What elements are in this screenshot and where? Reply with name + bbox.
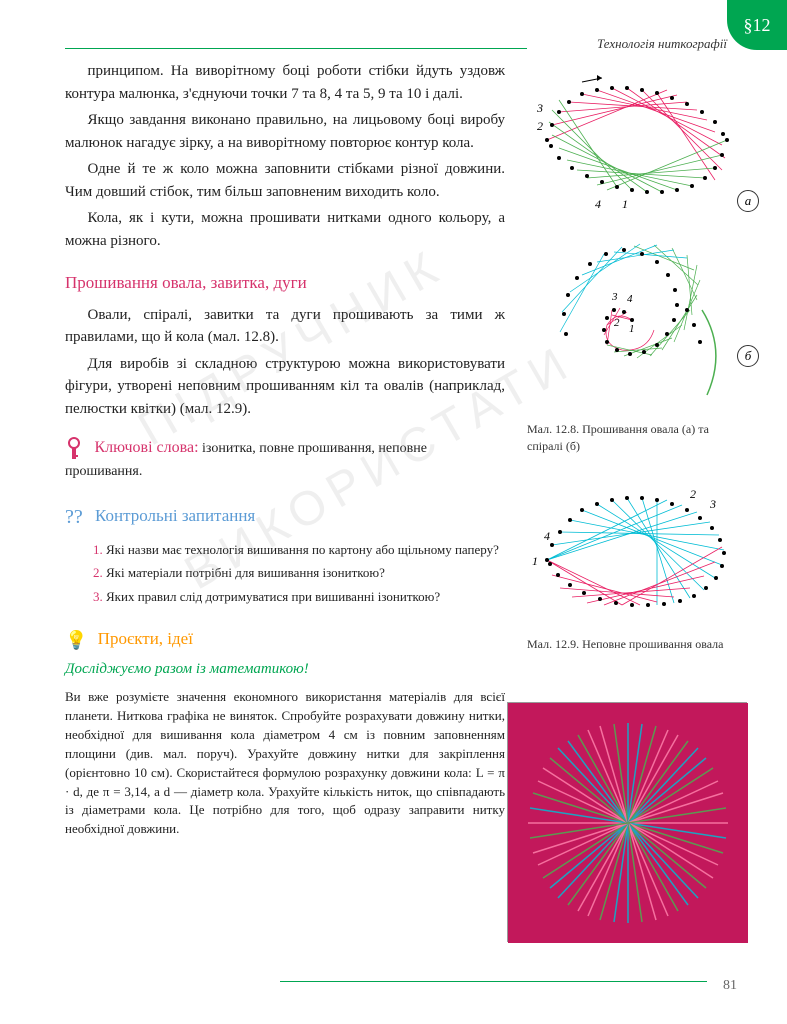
question-item: 2. Які матеріали потрібні для вишивання … [93, 563, 505, 583]
svg-text:2: 2 [690, 487, 696, 501]
q-number: 2. [93, 565, 103, 580]
questions-title: ?? Контрольні запитання [65, 502, 505, 532]
svg-text:3: 3 [709, 497, 716, 511]
paragraph: Для виробів зі складною структурою можна… [65, 353, 505, 421]
footer-divider [280, 981, 707, 982]
questions-block: ?? Контрольні запитання 1. Які назви має… [65, 502, 505, 607]
projects-title: 💡 Проєкти, ідеї [65, 626, 505, 654]
svg-text:1: 1 [532, 554, 538, 568]
paragraph: принципом. На виворітному боці роботи ст… [65, 60, 505, 105]
main-content: принципом. На виворітному боці роботи ст… [65, 60, 505, 839]
keywords-block: Ключові слова: ізонитка, повне прошиванн… [65, 436, 505, 482]
figure-caption: Мал. 12.9. Неповне прошивання овала [527, 636, 747, 653]
svg-text:1: 1 [622, 197, 628, 211]
header-divider [65, 48, 527, 49]
q-number: 3. [93, 589, 103, 604]
svg-text:1: 1 [629, 323, 635, 335]
svg-text:3: 3 [611, 291, 618, 303]
paragraph: Одне й те ж коло можна заповнити стібкам… [65, 158, 505, 203]
q-number: 1. [93, 542, 103, 557]
svg-text:4: 4 [627, 293, 633, 305]
svg-text:3: 3 [536, 101, 543, 115]
figure-caption: Мал. 12.8. Прошивання овала (а) та спіра… [527, 421, 747, 455]
svg-text:2: 2 [537, 119, 543, 133]
section-title-oval: Прошивання овала, завитка, дуги [65, 270, 505, 296]
subfigure-label-b: б [737, 345, 759, 367]
figure-12-9: 1 2 3 4 Мал. 12.9. Неповне прошивання ов… [527, 470, 747, 653]
keywords-label: Ключові слова: [95, 439, 199, 456]
svg-text:4: 4 [544, 529, 550, 543]
header-subtitle: Технологія ниткографії [597, 36, 727, 52]
projects-text: Ви вже розумієте значення економного вик… [65, 688, 505, 839]
question-item: 1. Які назви має технологія вишивання по… [93, 540, 505, 560]
key-icon [65, 437, 83, 461]
page-number: 81 [723, 978, 737, 994]
figure-photo [507, 702, 747, 942]
section-tab: §12 [727, 0, 787, 50]
paragraph: Кола, як і кути, можна прошивати нитками… [65, 207, 505, 252]
projects-subtitle: Досліджуємо разом із математикою! [65, 658, 505, 681]
question-icon: ?? [65, 502, 83, 532]
figure-12-8: 3 2 4 1 [527, 60, 747, 455]
projects-block: 💡 Проєкти, ідеї Досліджуємо разом із мат… [65, 626, 505, 839]
question-item: 3. Яких правил слід дотримуватися при ви… [93, 587, 505, 607]
paragraph: Якщо завдання виконано правильно, на лиц… [65, 109, 505, 154]
subfigure-label-a: а [737, 190, 759, 212]
lightbulb-icon: 💡 [65, 627, 87, 654]
paragraph: Овали, спіралі, завитки та дуги прошиваю… [65, 304, 505, 349]
svg-text:4: 4 [595, 197, 601, 211]
svg-text:2: 2 [614, 317, 620, 329]
